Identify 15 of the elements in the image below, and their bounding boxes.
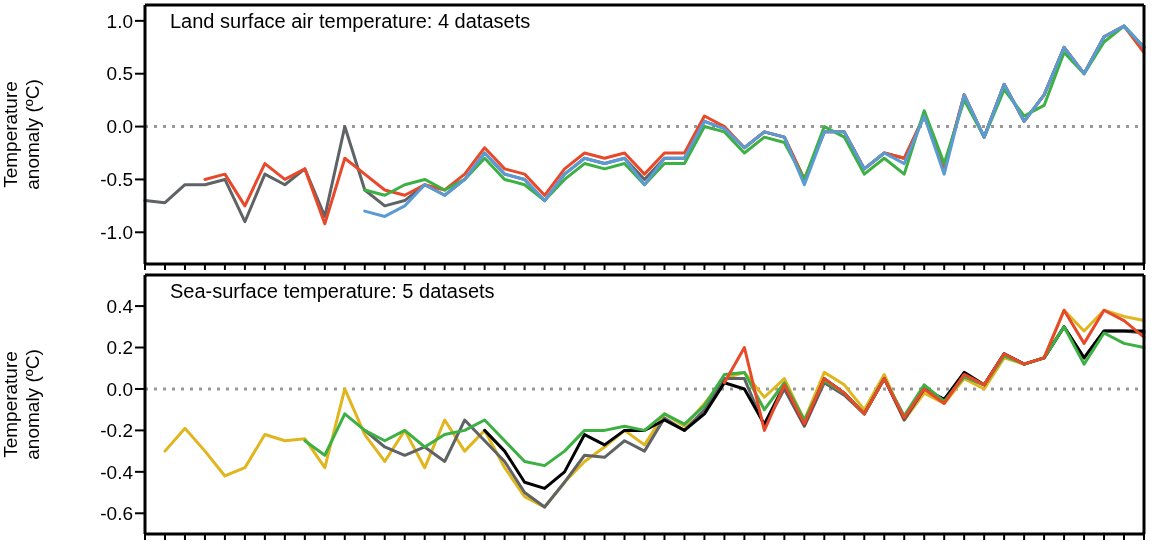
y-tick-label: -0.4 xyxy=(100,461,134,483)
y-tick-label: -0.2 xyxy=(100,420,133,442)
y-tick-label: -0.5 xyxy=(100,169,133,191)
y-tick-label: 0.2 xyxy=(106,337,133,359)
y-tick-label: 0.0 xyxy=(106,116,133,138)
y-tick-label: 0.5 xyxy=(106,63,133,85)
chart-title: Sea-surface temperature: 5 datasets xyxy=(170,280,495,303)
y-tick-label: 0.0 xyxy=(106,378,133,400)
y-tick-label: 0.4 xyxy=(106,295,134,317)
chart-title: Land surface air temperature: 4 datasets xyxy=(170,10,531,33)
y-tick-label: -1.0 xyxy=(100,222,133,244)
y-tick-label: -0.6 xyxy=(100,503,133,525)
y-axis-title: Temperature anomaly (ºC) xyxy=(0,349,43,460)
y-tick-label: 1.0 xyxy=(106,10,133,32)
y-axis-title: Temperature anomaly (ºC) xyxy=(0,79,43,190)
